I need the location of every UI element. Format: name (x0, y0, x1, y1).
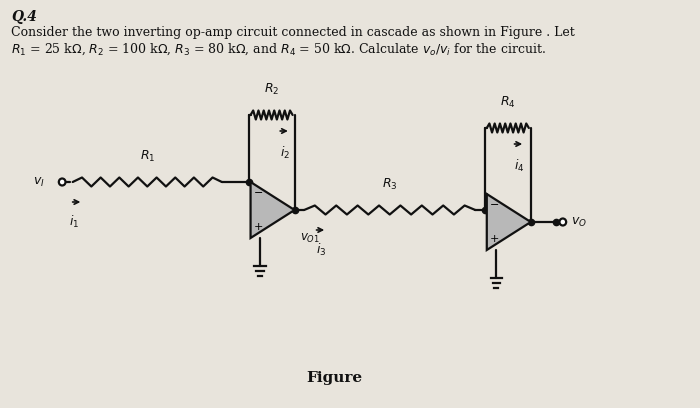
Text: $i_4$: $i_4$ (514, 158, 524, 174)
Text: $v_{O1}$: $v_{O1}$ (300, 232, 320, 245)
Text: Q.4: Q.4 (11, 10, 37, 24)
Text: $R_3$: $R_3$ (382, 177, 398, 192)
Text: Figure: Figure (307, 371, 363, 385)
Polygon shape (251, 182, 295, 238)
Text: $v_O$: $v_O$ (571, 215, 587, 228)
Text: $i_1$: $i_1$ (69, 214, 78, 230)
Polygon shape (486, 194, 531, 250)
Circle shape (559, 219, 566, 226)
Text: $i_3$: $i_3$ (316, 242, 326, 258)
Text: +: + (490, 234, 499, 244)
Text: $i_2$: $i_2$ (280, 145, 290, 161)
Text: Consider the two inverting op-amp circuit connected in cascade as shown in Figur: Consider the two inverting op-amp circui… (11, 26, 575, 39)
Circle shape (59, 179, 66, 186)
Text: +: + (253, 222, 263, 232)
Text: −: − (253, 188, 263, 198)
Text: $R_4$: $R_4$ (500, 95, 516, 110)
Text: $R_1$: $R_1$ (139, 149, 155, 164)
Text: $R_2$: $R_2$ (264, 82, 279, 97)
Text: $v_I$: $v_I$ (33, 175, 45, 188)
Text: $R_1$ = 25 k$\Omega$, $R_2$ = 100 k$\Omega$, $R_3$ = 80 k$\Omega$, and $R_4$ = 5: $R_1$ = 25 k$\Omega$, $R_2$ = 100 k$\Ome… (11, 42, 547, 58)
Text: −: − (490, 200, 499, 210)
